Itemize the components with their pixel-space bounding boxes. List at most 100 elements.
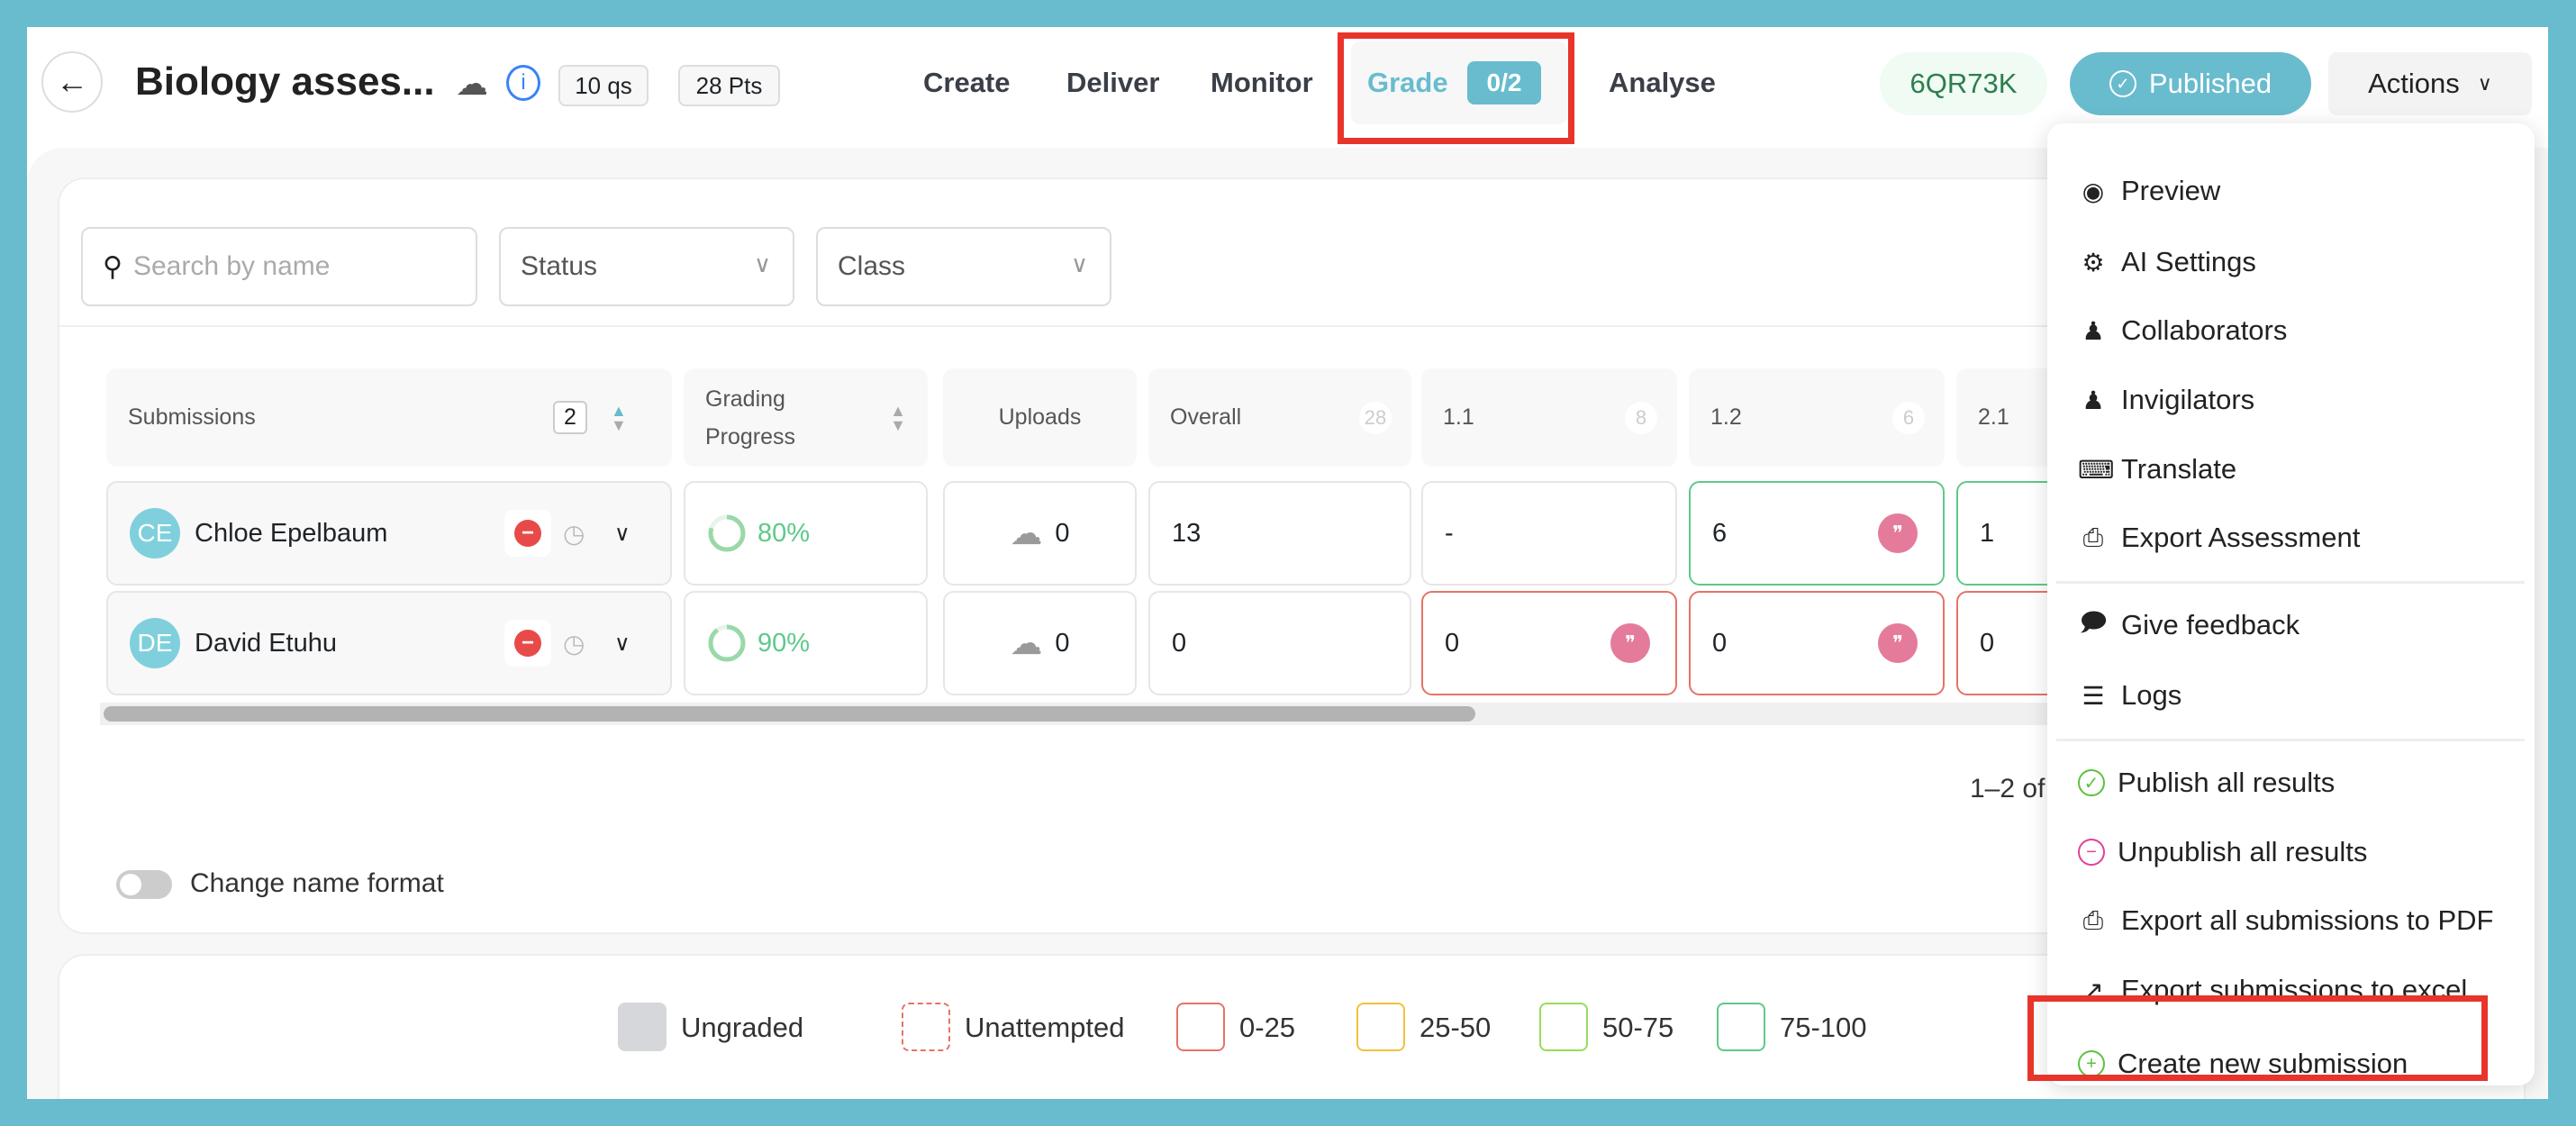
header-uploads: Uploads <box>943 368 1137 467</box>
cloud-icon: ☁ <box>456 65 488 102</box>
menu-item[interactable]: ⚙ AI Settings <box>2047 235 2535 289</box>
submissions-count: 2 <box>553 401 587 434</box>
legend-swatch <box>1356 1003 1405 1051</box>
menu-item[interactable]: ✓ Publish all results <box>2047 756 2535 810</box>
scrollbar-thumb[interactable] <box>104 706 1475 722</box>
legend-label: Unattempted <box>965 1012 1125 1043</box>
avatar: CE <box>130 508 180 558</box>
class-dropdown[interactable]: Class ∨ <box>816 227 1111 306</box>
feedback-icon[interactable]: ❞ <box>1878 513 1918 553</box>
clock-icon[interactable]: ◷ <box>563 519 585 548</box>
chevron-down-icon: ∨ <box>2477 72 2492 95</box>
progress-ring <box>708 514 746 552</box>
menu-item[interactable]: ♟ Invigilators <box>2047 373 2535 427</box>
sort-icon[interactable]: ▲ ▼ <box>890 401 906 434</box>
search-input[interactable]: ⚲ Search by name <box>81 227 477 306</box>
menu-item[interactable]: ☰ Logs <box>2047 668 2535 722</box>
menu-item[interactable]: ⌨ Translate <box>2078 453 2237 485</box>
menu-item[interactable]: 🗩 Give feedback <box>2047 598 2535 652</box>
menu-item[interactable]: ◉ Preview <box>2047 164 2535 218</box>
tab-deliver[interactable]: Deliver <box>1066 67 1160 98</box>
highlight-box <box>2027 995 2488 1081</box>
access-code-badge[interactable]: 6QR73K <box>1880 52 2047 115</box>
info-icon[interactable]: i <box>506 65 540 101</box>
chat-icon: 🗩 <box>2079 608 2108 636</box>
divider <box>2056 581 2525 584</box>
menu-item[interactable]: ⎙ Export Assessment <box>2047 511 2535 565</box>
toggle-label: Change name format <box>190 868 444 898</box>
pagination-label: 1–2 of <box>1970 774 2045 804</box>
clock-icon[interactable]: ◷ <box>563 629 585 658</box>
questions-badge: 10 qs <box>558 65 649 106</box>
printer-icon: ⎙ <box>2082 522 2104 551</box>
gear-icon: ⚙ <box>2082 248 2105 277</box>
legend-label: 75-100 <box>1780 1012 1867 1043</box>
minus-circle-icon: − <box>514 630 541 657</box>
score-cell-q1-1[interactable]: 0 ❞ <box>1421 591 1677 695</box>
user-plus-icon: ♟ <box>2082 386 2105 414</box>
chevron-down-icon: ∨ <box>1070 250 1088 277</box>
avatar: DE <box>130 618 180 668</box>
grading-progress-cell: 80% <box>684 481 928 586</box>
header-q1-2: 1.2 6 <box>1689 368 1945 467</box>
tab-create[interactable]: Create <box>923 67 1011 98</box>
sort-icon[interactable]: ▲ ▼ <box>611 401 627 434</box>
uploads-cell[interactable]: ☁ 0 <box>943 591 1137 695</box>
cloud-upload-icon: ☁ <box>1010 514 1043 551</box>
collaborators-icon: ♟ <box>2082 316 2105 345</box>
unpublish-button[interactable]: − <box>504 510 551 557</box>
app-window: ⚲ Search by name Status ∨ Class ∨ Submissi… <box>27 27 2548 1099</box>
tab-monitor[interactable]: Monitor <box>1211 67 1313 98</box>
menu-item[interactable]: ♟ Collaborators <box>2047 304 2535 358</box>
overall-cell: 0 <box>1148 591 1411 695</box>
tab-grade-label[interactable]: Grade <box>1367 67 1448 98</box>
menu-item[interactable]: − Unpublish all results <box>2047 825 2535 879</box>
list-icon: ☰ <box>2082 681 2105 710</box>
score-cell-q1-1[interactable]: - <box>1421 481 1677 586</box>
check-circle-icon: ✓ <box>2078 769 2105 796</box>
overall-cell: 13 <box>1148 481 1411 586</box>
highlight-box <box>1338 32 1574 144</box>
menu-item[interactable]: ⎙ Export all submissions to PDF <box>2047 894 2535 948</box>
points-badge: 28 Pts <box>678 65 780 106</box>
uploads-cell[interactable]: ☁ 0 <box>943 481 1137 586</box>
status-dropdown[interactable]: Status ∨ <box>499 227 794 306</box>
chevron-down-icon[interactable]: ∨ <box>614 631 630 656</box>
chevron-down-icon[interactable]: ∨ <box>614 521 630 546</box>
chevron-down-icon: ∨ <box>753 250 771 277</box>
header-grading-progress[interactable]: Grading Progress ▲ ▼ <box>684 368 928 467</box>
eye-icon: ◉ <box>2082 177 2105 205</box>
progress-ring <box>708 624 746 662</box>
printer-icon: ⎙ <box>2082 905 2104 934</box>
published-button[interactable]: ✓ Published <box>2070 52 2311 115</box>
score-cell-q1-2[interactable]: 6 ❞ <box>1689 481 1945 586</box>
legend-label: 0-25 <box>1239 1012 1296 1043</box>
actions-button[interactable]: Actions ∨ <box>2328 52 2532 115</box>
score-cell-q1-2[interactable]: 0 ❞ <box>1689 591 1945 695</box>
name-format-toggle[interactable] <box>116 870 172 899</box>
tab-analyse[interactable]: Analyse <box>1609 67 1716 98</box>
legend-label: 25-50 <box>1420 1012 1492 1043</box>
legend-swatch <box>1176 1003 1225 1051</box>
grading-progress-cell: 90% <box>684 591 928 695</box>
feedback-icon[interactable]: ❞ <box>1610 623 1650 663</box>
header-submissions[interactable]: Submissions 2 ▲ ▼ <box>106 368 672 467</box>
legend-swatch <box>1539 1003 1588 1051</box>
unpublish-button[interactable]: − <box>504 620 551 667</box>
legend-swatch <box>902 1003 950 1051</box>
header-overall: Overall 28 <box>1148 368 1411 467</box>
table-row-name[interactable]: DE David Etuhu − ◷ ∨ <box>106 591 672 695</box>
back-button[interactable]: ← <box>41 51 103 113</box>
cloud-upload-icon: ☁ <box>1010 624 1043 661</box>
legend-swatch <box>618 1003 667 1051</box>
search-icon: ⚲ <box>103 251 122 282</box>
feedback-icon[interactable]: ❞ <box>1878 623 1918 663</box>
legend-label: Ungraded <box>681 1012 804 1043</box>
horizontal-scrollbar[interactable] <box>100 703 2172 725</box>
grade-count-badge: 0/2 <box>1467 61 1541 104</box>
check-circle-icon: ✓ <box>2109 70 2136 97</box>
legend-swatch <box>1717 1003 1765 1051</box>
minus-circle-icon: − <box>2078 839 2105 866</box>
divider <box>59 325 2527 327</box>
table-row-name[interactable]: CE Chloe Epelbaum − ◷ ∨ <box>106 481 672 586</box>
